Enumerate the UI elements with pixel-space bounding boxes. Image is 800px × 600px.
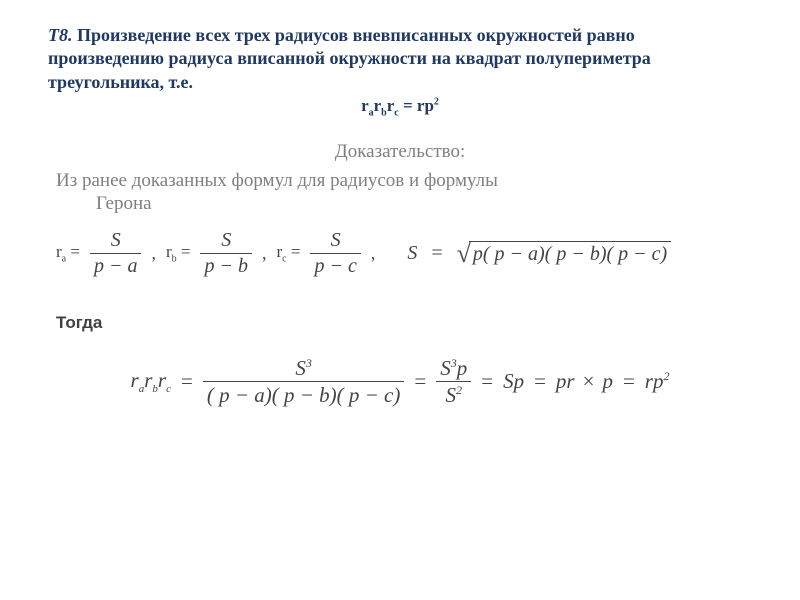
then-label: Тогда xyxy=(48,313,752,333)
proof-heading: Доказательство: xyxy=(48,141,752,163)
term-rp: rp2 xyxy=(645,369,670,394)
comma1: , xyxy=(151,243,156,264)
comma2: , xyxy=(262,243,267,264)
comma3: , xyxy=(371,243,376,264)
final-frac2: S3p S2 xyxy=(436,357,471,406)
eq-lhs-r1: r xyxy=(361,96,369,115)
heron-lhs: S xyxy=(407,242,417,265)
heron-sqrt: √ p( p − a)( p − b)( p − c) xyxy=(457,241,672,267)
proof-line1: Из ранее доказанных формул для радиусов … xyxy=(56,170,498,191)
heron-expr: p( p − a)( p − b)( p − c) xyxy=(469,241,671,266)
proof-text: Из ранее доказанных формул для радиусов … xyxy=(48,169,752,217)
radii-formulas: ra = S p − a , rb = S p − b , rc = S p −… xyxy=(48,230,752,277)
eq-rhs-exp: 2 xyxy=(434,97,439,108)
final-lhs: rarbrc xyxy=(131,368,171,395)
rc-label: rc = xyxy=(276,242,300,264)
theorem-label: Т8. xyxy=(48,25,73,45)
rb-fraction: S p − b xyxy=(200,230,252,277)
eq-rhs-base: rp xyxy=(417,96,434,115)
times-icon: × xyxy=(581,369,597,394)
proof-line2: Герона xyxy=(56,192,752,216)
eq-equals: = xyxy=(399,96,417,115)
theorem-text: Произведение всех трех радиусов вневписа… xyxy=(48,25,651,92)
ra-label: ra = xyxy=(56,242,80,264)
rc-fraction: S p − c xyxy=(310,230,360,277)
term-p: p xyxy=(602,369,613,394)
term-sp: Sp xyxy=(503,369,524,394)
theorem-equation: rarbrc = rp2 xyxy=(48,96,752,118)
final-equation: rarbrc = S3 ( p − a)( p − b)( p − c) = S… xyxy=(48,357,752,406)
theorem-title: Т8. Произведение всех трех радиусов внев… xyxy=(48,24,752,94)
final-frac1: S3 ( p − a)( p − b)( p − c) xyxy=(203,357,405,406)
term-pr: pr xyxy=(556,369,575,394)
heron-eq: = xyxy=(427,242,446,265)
rb-label: rb = xyxy=(166,242,191,264)
slide-container: Т8. Произведение всех трех радиусов внев… xyxy=(0,0,800,406)
ra-fraction: S p − a xyxy=(90,230,142,277)
